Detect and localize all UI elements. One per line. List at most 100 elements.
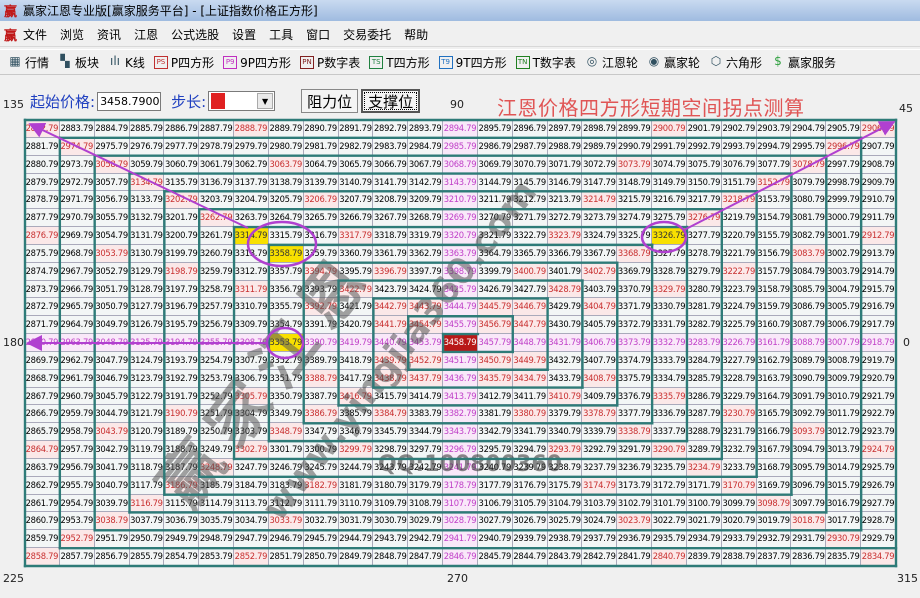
grid-cell[interactable]: 3426.79 [477,280,513,299]
grid-cell[interactable]: 3245.79 [303,458,339,477]
grid-cell[interactable]: 2910.79 [861,191,896,210]
grid-cell[interactable]: 3431.79 [547,334,583,352]
grid-cell[interactable]: 2877.79 [25,209,60,228]
grid-cell[interactable]: 3392.79 [303,298,339,317]
grid-cell[interactable]: 2916.79 [861,298,896,317]
toolbar-ps-button[interactable]: PS P四方形 [153,54,214,71]
grid-cell[interactable]: 3027.79 [477,512,513,531]
grid-cell[interactable]: 3227.79 [721,351,757,370]
grid-cell[interactable]: 3415.79 [373,387,409,406]
grid-cell[interactable]: 3184.79 [234,476,269,495]
grid-cell[interactable]: 3285.79 [686,369,722,388]
grid-cell[interactable]: 3331.79 [652,316,687,335]
grid-cell[interactable]: 3448.79 [512,334,548,352]
grid-cell[interactable]: 3269.79 [443,209,478,228]
grid-cell[interactable]: 3388.79 [303,369,339,388]
toolbar-ts-button[interactable]: TS T四方形 [369,54,430,71]
grid-cell[interactable]: 3362.79 [408,244,444,263]
grid-cell[interactable]: 2917.79 [861,316,896,335]
grid-cell[interactable]: 3199.79 [164,244,200,263]
grid-cell[interactable]: 3004.79 [826,280,862,299]
grid-cell[interactable]: 3136.79 [199,173,235,192]
grid-cell[interactable]: 3091.79 [791,387,827,406]
grid-cell[interactable]: 2943.79 [373,530,409,549]
grid-cell[interactable]: 2971.79 [59,191,95,210]
grid-cell[interactable]: 2934.79 [686,530,722,549]
grid-cell[interactable]: 3301.79 [268,441,304,459]
menu-stock-screener[interactable]: 公式选股 [171,28,220,42]
grid-cell[interactable]: 3099.79 [721,494,757,513]
grid-cell[interactable]: 2888.79 [234,120,269,138]
toolbar-calendar-grid-button[interactable]: ▦ 行情 [8,54,49,71]
grid-cell[interactable]: 3250.79 [199,423,235,442]
grid-cell[interactable]: 3233.79 [721,458,757,477]
grid-cell[interactable]: 3113.79 [234,494,269,513]
grid-cell[interactable]: 2993.79 [721,137,757,156]
grid-cell[interactable]: 3260.79 [199,244,235,263]
grid-cell[interactable]: 3048.79 [94,334,130,352]
grid-cell[interactable]: 2951.79 [94,530,130,549]
grid-cell[interactable]: 3309.79 [234,316,269,335]
grid-cell[interactable]: 2893.79 [408,120,444,138]
grid-cell[interactable]: 3096.79 [791,476,827,495]
grid-cell[interactable]: 2930.79 [826,530,862,549]
grid-cell[interactable]: 3310.79 [234,298,269,317]
grid-cell[interactable]: 3405.79 [582,316,618,335]
grid-cell[interactable]: 3313.79 [234,244,269,263]
grid-cell[interactable]: 3312.79 [234,262,269,281]
grid-cell[interactable]: 2847.79 [408,548,444,566]
grid-cell[interactable]: 3275.79 [652,209,687,228]
grid-cell[interactable]: 3226.79 [721,334,757,352]
grid-cell[interactable]: 3006.79 [826,316,862,335]
grid-cell[interactable]: 3053.79 [94,244,130,263]
grid-cell[interactable]: 3125.79 [129,334,165,352]
grid-cell[interactable]: 2995.79 [791,137,827,156]
grid-cell[interactable]: 3256.79 [199,316,235,335]
grid-cell[interactable]: 3042.79 [94,441,130,459]
grid-cell[interactable]: 2854.79 [164,548,200,566]
grid-cell[interactable]: 3390.79 [303,334,339,352]
grid-cell[interactable]: 3065.79 [338,155,374,174]
grid-cell[interactable]: 3413.79 [443,387,478,406]
grid-cell[interactable]: 3055.79 [94,209,130,228]
grid-cell[interactable]: 3129.79 [129,262,165,281]
grid-cell[interactable]: 2983.79 [373,137,409,156]
grid-cell[interactable]: 2937.79 [582,530,618,549]
grid-cell[interactable]: 2907.79 [861,137,896,156]
grid-cell[interactable]: 3325.79 [617,227,653,245]
grid-cell[interactable]: 3104.79 [547,494,583,513]
toolbar-dollar-button[interactable]: $ 赢家服务 [771,54,836,71]
grid-cell[interactable]: 2952.79 [59,530,95,549]
grid-cell[interactable]: 3208.79 [373,191,409,210]
grid-cell[interactable]: 3247.79 [234,458,269,477]
grid-cell[interactable]: 3017.79 [826,512,862,531]
grid-cell[interactable]: 3167.79 [756,441,792,459]
grid-cell[interactable]: 3437.79 [408,369,444,388]
grid-cell[interactable]: 3407.79 [582,351,618,370]
grid-cell[interactable]: 3252.79 [199,387,235,406]
grid-cell[interactable]: 3264.79 [268,209,304,228]
grid-cell[interactable]: 3161.79 [756,334,792,352]
grid-cell[interactable]: 3457.79 [477,334,513,352]
grid-cell[interactable]: 3073.79 [617,155,653,174]
grid-cell[interactable]: 3440.79 [373,334,409,352]
menu-news[interactable]: 资讯 [97,28,122,42]
grid-cell[interactable]: 2915.79 [861,280,896,299]
grid-cell[interactable]: 2873.79 [25,280,60,299]
grid-cell[interactable]: 2936.79 [617,530,653,549]
grid-cell[interactable]: 3356.79 [268,280,304,299]
grid-cell[interactable]: 3190.79 [164,405,200,424]
grid-cell[interactable]: 3360.79 [338,244,374,263]
grid-cell[interactable]: 3369.79 [617,262,653,281]
grid-cell[interactable]: 3151.79 [721,173,757,192]
grid-cell[interactable]: 3370.79 [617,280,653,299]
toolbar-candlestick-button[interactable]: ılı K线 [108,54,145,71]
grid-cell[interactable]: 2912.79 [861,227,896,245]
grid-cell[interactable]: 3112.79 [268,494,304,513]
grid-cell[interactable]: 3107.79 [443,494,478,513]
grid-cell[interactable]: 3235.79 [652,458,687,477]
grid-cell[interactable]: 3257.79 [199,298,235,317]
grid-cell[interactable]: 2855.79 [129,548,165,566]
grid-cell[interactable]: 2837.79 [756,548,792,566]
grid-cell[interactable]: 3171.79 [686,476,722,495]
